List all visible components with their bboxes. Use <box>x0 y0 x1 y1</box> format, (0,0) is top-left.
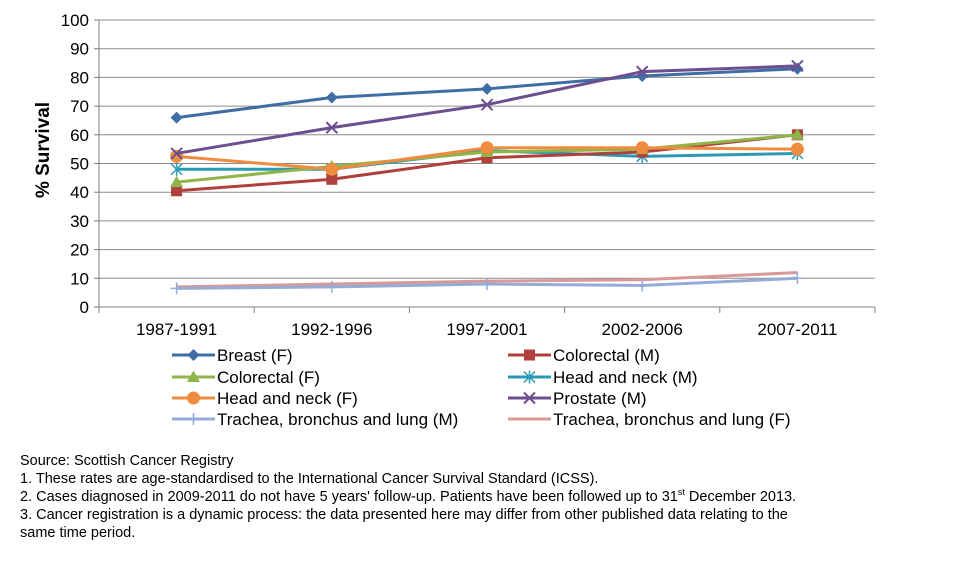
source-note: Source: Scottish Cancer Registry <box>20 453 234 469</box>
gridlines <box>99 19 875 279</box>
legend-item-head-and-neck-f: Head and neck (F) <box>172 389 358 408</box>
x-tick-label: 2007-2011 <box>757 320 837 339</box>
x-tick-label: 1992-1996 <box>291 320 372 339</box>
data-point-breast-f <box>481 82 493 95</box>
series-prostate-m <box>170 59 804 160</box>
data-point-colorectal-m <box>326 173 338 185</box>
legend-marker <box>187 391 200 405</box>
y-tick-label: 0 <box>80 298 89 317</box>
series-line-prostate-m <box>176 64 798 155</box>
y-tick-label: 10 <box>70 269 89 288</box>
series-head-and-neck-f <box>170 141 804 176</box>
note-2-end: December 2013. <box>684 489 797 505</box>
legend: Breast (F) Colorectal (M) Colorectal (F) He… <box>172 346 791 429</box>
legend-item-prostate-m: Prostate (M) <box>508 389 647 408</box>
data-point-trachea-bronchus-and-lung-m <box>791 272 804 285</box>
data-point-colorectal-f <box>790 128 804 140</box>
data-point-prostate-m <box>791 59 804 73</box>
data-point-prostate-m <box>480 98 494 111</box>
y-tick-label: 20 <box>70 241 89 260</box>
legend-label: Breast (F) <box>217 346 293 365</box>
legend-label: Trachea, bronchus and lung (M) <box>217 410 458 429</box>
data-point-head-and-neck-m <box>170 162 183 176</box>
data-point-trachea-bronchus-and-lung-m <box>325 280 338 293</box>
data-point-colorectal-m <box>481 152 493 164</box>
legend-marker <box>187 370 200 382</box>
legend-item-trachea-bronchus-and-lung-m: Trachea, bronchus and lung (M) <box>172 410 458 429</box>
data-point-head-and-neck-f <box>325 162 339 176</box>
footnotes: Source: Scottish Cancer Registry 1. Thes… <box>20 452 950 542</box>
y-tick-label: 70 <box>70 97 89 116</box>
series-group <box>170 59 804 295</box>
data-point-trachea-bronchus-and-lung-m <box>170 282 183 295</box>
y-axis-label: % Survival <box>33 102 54 198</box>
x-tick-label: 2002-2006 <box>602 320 683 339</box>
legend-marker <box>187 349 200 361</box>
data-point-colorectal-m <box>171 185 183 197</box>
note-2-superscript: st <box>677 487 685 497</box>
y-tick-label: 100 <box>61 11 89 30</box>
legend-item-colorectal-m: Colorectal (M) <box>508 346 660 365</box>
y-tick-label: 40 <box>70 183 89 202</box>
legend-item-colorectal-f: Colorectal (F) <box>172 368 320 387</box>
data-point-head-and-neck-f <box>480 141 494 155</box>
data-point-head-and-neck-f <box>635 141 649 155</box>
note-2: 2. Cases diagnosed in 2009-2011 do not h… <box>20 488 950 506</box>
x-axis: 1987-1991 1992-1996 1997-2001 2002-2006 2007… <box>98 306 876 339</box>
legend-label: Trachea, bronchus and lung (F) <box>553 410 791 429</box>
note-1: 1. These rates are age-standardised to t… <box>20 471 599 487</box>
data-point-trachea-bronchus-and-lung-m <box>636 279 649 292</box>
legend-marker <box>523 370 536 384</box>
y-tick-label: 30 <box>70 212 89 231</box>
data-point-prostate-m <box>635 65 649 78</box>
legend-marker <box>187 413 200 425</box>
note-3: 3. Cancer registration is a dynamic proc… <box>20 507 788 523</box>
note-3-continued: same time period. <box>20 525 136 541</box>
x-tick-label: 1987-1991 <box>136 320 217 339</box>
legend-label: Prostate (M) <box>553 389 647 408</box>
y-tick-label: 60 <box>70 126 89 145</box>
data-point-head-and-neck-f <box>790 142 804 156</box>
legend-marker <box>524 349 535 361</box>
data-point-trachea-bronchus-and-lung-m <box>481 278 493 291</box>
series-breast-f <box>170 62 804 124</box>
data-point-breast-f <box>325 91 338 104</box>
legend-item-breast-f: Breast (F) <box>172 346 293 365</box>
y-tick-label: 90 <box>70 40 89 59</box>
series-trachea-bronchus-and-lung-m <box>170 272 804 295</box>
data-point-prostate-m <box>325 121 339 134</box>
legend-label: Colorectal (F) <box>217 368 320 387</box>
data-point-prostate-m <box>170 147 183 160</box>
y-tick-label: 50 <box>70 155 89 174</box>
y-axis: 0 10 20 30 40 50 60 70 80 90 100 <box>61 11 100 317</box>
legend-label: Colorectal (M) <box>553 346 660 365</box>
legend-marker <box>523 391 536 405</box>
legend-item-head-and-neck-m: Head and neck (M) <box>508 368 698 387</box>
legend-item-trachea-bronchus-and-lung-f: Trachea, bronchus and lung (F) <box>508 410 791 429</box>
x-tick-label: 1997-2001 <box>446 320 527 339</box>
legend-label: Head and neck (F) <box>217 389 358 408</box>
survival-line-chart: 0 10 20 30 40 50 60 70 80 90 100 1987-1991 1992-199… <box>33 11 876 429</box>
legend-label: Head and neck (M) <box>553 368 698 387</box>
y-tick-label: 80 <box>70 68 89 87</box>
data-point-breast-f <box>170 111 183 124</box>
data-point-colorectal-f <box>170 175 184 188</box>
note-2-text: 2. Cases diagnosed in 2009-2011 do not h… <box>20 489 678 505</box>
